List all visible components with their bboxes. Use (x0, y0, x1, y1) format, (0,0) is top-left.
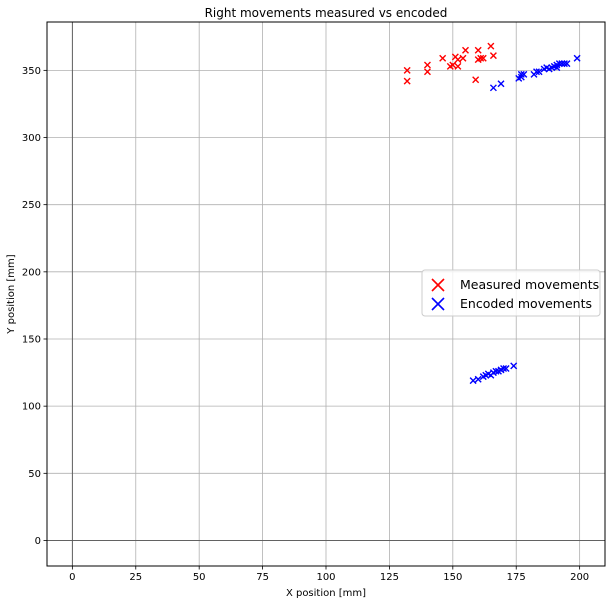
encoded-point (533, 68, 541, 76)
y-tick-label: 100 (22, 402, 41, 413)
encoded-point (497, 80, 505, 88)
x-tick-label: 125 (380, 572, 399, 583)
x-tick-label: 0 (69, 572, 75, 583)
encoded-point (553, 64, 561, 72)
measured-point (439, 54, 447, 62)
y-tick-label: 200 (22, 267, 41, 278)
measured-point (403, 77, 411, 85)
y-ticks: 0 50 100 150 200 250 300 350 (22, 66, 47, 547)
encoded-point (573, 54, 581, 62)
legend-marker-encoded (431, 297, 445, 311)
legend-box (421, 269, 601, 317)
encoded-point (517, 70, 525, 78)
encoded-point (555, 60, 563, 68)
measured-point (479, 54, 487, 62)
legend: Measured movements Encoded movements (421, 269, 601, 317)
encoded-point (474, 375, 482, 383)
y-tick-label: 250 (22, 200, 41, 211)
encoded-point (502, 365, 510, 373)
encoded-point (469, 377, 477, 385)
measured-point (459, 54, 467, 62)
y-tick-label: 0 (35, 536, 41, 547)
encoded-point (492, 367, 500, 375)
legend-label-measured: Measured movements (460, 277, 599, 292)
y-tick-label: 50 (28, 469, 41, 480)
x-tick-label: 50 (193, 572, 206, 583)
x-tick-label: 175 (507, 572, 526, 583)
x-tick-label: 100 (316, 572, 335, 583)
marks-layer (403, 42, 581, 385)
measured-point (477, 54, 485, 62)
encoded-point (500, 365, 508, 373)
x-axis-label: X position [mm] (286, 588, 366, 599)
y-tick-label: 150 (22, 334, 41, 345)
encoded-point (520, 70, 528, 78)
x-tick-label: 200 (570, 572, 589, 583)
measured-point (454, 56, 462, 64)
chart-title: Right movements measured vs encoded (205, 6, 448, 20)
x-tick-label: 150 (443, 572, 462, 583)
legend-marker-measured (431, 278, 445, 292)
measured-point (462, 46, 469, 54)
x-tick-label: 25 (129, 572, 142, 583)
y-axis-label: Y position [mm] (6, 254, 17, 334)
legend-label-encoded: Encoded movements (460, 296, 592, 311)
measured-point (423, 68, 431, 76)
legend-x-encoded (431, 297, 445, 311)
measured-point (403, 66, 411, 74)
x-ticks: 0 25 50 75 100 125 150 175 200 (69, 566, 589, 583)
measured-point (454, 62, 462, 70)
x-tick-label: 75 (256, 572, 269, 583)
encoded-point (535, 68, 543, 76)
encoded-point (489, 84, 497, 92)
encoded-point (563, 60, 571, 68)
y-tick-label: 350 (22, 66, 41, 77)
measured-point (474, 46, 482, 54)
measured-point (489, 52, 497, 60)
measured-point (487, 42, 495, 50)
encoded-point (558, 60, 566, 68)
measured-point (472, 76, 480, 84)
measured-point (423, 61, 431, 69)
encoded-point (560, 60, 568, 68)
measured-point (449, 61, 457, 69)
y-tick-label: 300 (22, 133, 41, 144)
zero-lines (47, 22, 605, 566)
encoded-point (510, 362, 518, 370)
legend-x-measured (431, 278, 445, 292)
